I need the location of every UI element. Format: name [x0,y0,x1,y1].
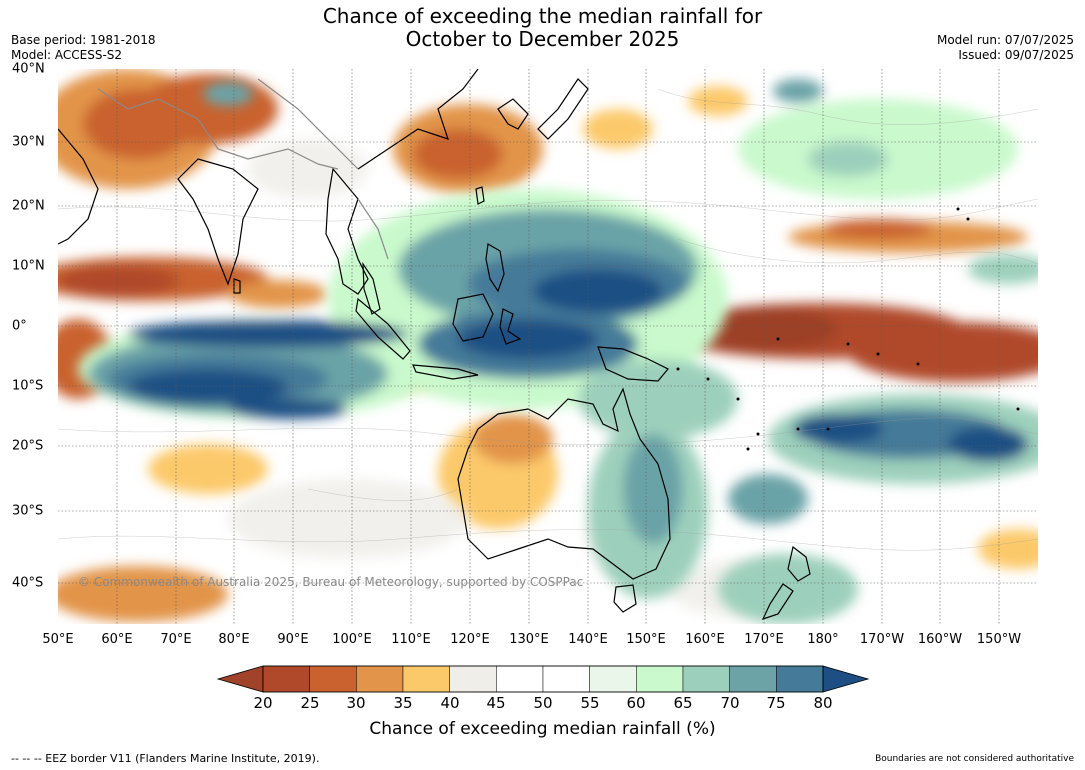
colorbar-bin-40-45 [449,665,497,693]
lon-tick-170w: 170°W [859,632,905,647]
colorbar-bin-25-30 [309,665,357,693]
lon-tick-140e: 140°E [568,632,608,647]
colorbar-label-45: 45 [486,694,506,712]
boundaries-disclaimer: Boundaries are not considered authoritat… [875,754,1074,764]
colorbar-title: Chance of exceeding median rainfall (%) [369,719,716,739]
pacific-islands [676,207,1020,451]
philippines-coast [485,243,505,293]
lon-tick-180: 180° [807,632,839,647]
colorbar-label-50: 50 [533,694,553,712]
colorbar-bin-65-70 [682,665,730,693]
colorbar-bin-35-40 [402,665,450,693]
eez-border-note: -- -- -- EEZ border V11 (Flanders Marine… [11,752,320,765]
colorbar-bin-30-35 [356,665,404,693]
country-borders [97,78,389,260]
lon-tick-150w: 150°W [976,632,1022,647]
lat-tick-30n: 30°N [12,134,45,150]
indochina-coast [325,167,369,295]
colorbar-label-75: 75 [766,694,786,712]
java-coast [412,364,479,380]
meta-left: Base period: 1981-2018 Model: ACCESS-S2 [11,33,156,63]
colorbar-label-20: 20 [253,694,273,712]
wet-anomaly-regions [78,79,1038,624]
colorbar-bin-20-25 [262,665,310,693]
colorbar-bin-60-65 [636,665,684,693]
lon-tick-150e: 150°E [626,632,666,647]
colorbar-bin-75-80 [776,665,824,693]
lon-tick-50e: 50°E [42,632,74,647]
colorbar-label-55: 55 [580,694,600,712]
model-name: Model: ACCESS-S2 [11,48,123,62]
lon-tick-70e: 70°E [160,632,192,647]
lon-tick-120e: 120°E [450,632,490,647]
lat-tick-20s: 20°S [12,438,44,454]
lat-tick-40n: 40°N [12,61,45,77]
lon-tick-170e: 170°E [744,632,784,647]
korea-japan-coast [497,78,589,140]
meta-right: Model run: 07/07/2025 Issued: 09/07/2025 [937,33,1074,63]
copyright-notice: © Commonwealth of Australia 2025, Bureau… [78,575,584,589]
title-line-1: Chance of exceeding the median rainfall … [322,4,763,28]
colorbar-bin-45-50 [496,665,544,693]
colorbar-frame [262,665,824,693]
new-guinea-coast [597,346,669,382]
borneo-coast [452,293,494,342]
lon-tick-90e: 90°E [277,632,309,647]
colorbar-label-70: 70 [720,694,740,712]
model-run: Model run: 07/07/2025 [936,33,1074,47]
lat-tick-10s: 10°S [12,378,44,394]
lon-tick-130e: 130°E [509,632,549,647]
lat-tick-0: 0° [12,318,27,334]
new-zealand-coast [761,545,811,621]
lon-tick-80e: 80°E [218,632,250,647]
colorbar-bin-55-60 [589,665,637,693]
lon-tick-160e: 160°E [685,632,725,647]
colorbar-under-arrow [216,665,264,693]
colorbar-label-40: 40 [440,694,460,712]
map-title: Chance of exceeding the median rainfall … [0,5,1085,51]
malay-peninsula-coast [362,261,381,315]
contour-lines [58,88,1038,551]
lat-tick-20n: 20°N [12,198,45,214]
colorbar-bin-70-75 [729,665,777,693]
colorbar-label-65: 65 [673,694,693,712]
rainfall-probability-map [58,69,1038,624]
graticule [58,69,1038,624]
base-period: Base period: 1981-2018 [11,33,156,47]
coastlines [58,69,811,621]
lat-tick-10n: 10°N [12,258,45,274]
colorbar-label-30: 30 [346,694,366,712]
colorbar-label-60: 60 [626,694,646,712]
lon-tick-100e: 100°E [332,632,372,647]
title-line-2: October to December 2025 [405,27,680,51]
colorbar-label-25: 25 [300,694,320,712]
lon-tick-110e: 110°E [391,632,431,647]
india-coast [177,158,259,286]
taiwan-coast [475,186,485,205]
lon-tick-60e: 60°E [101,632,133,647]
lon-tick-160w: 160°W [917,632,963,647]
lat-tick-40s: 40°S [12,575,44,591]
colorbar-label-35: 35 [393,694,413,712]
colorbar-bins [262,665,824,693]
colorbar-bin-50-55 [542,665,590,693]
china-coast [357,69,479,170]
sri-lanka-coast [233,278,241,294]
sulawesi-coast [499,308,522,345]
sumatra-coast [355,297,411,360]
tasmania-coast [613,584,637,613]
arabia-coast [58,128,99,245]
colorbar-over-arrow [822,665,870,693]
lat-tick-30s: 30°S [12,503,44,519]
colorbar-label-80: 80 [813,694,833,712]
issued-date: Issued: 09/07/2025 [958,48,1074,62]
australia-coast [457,387,671,580]
